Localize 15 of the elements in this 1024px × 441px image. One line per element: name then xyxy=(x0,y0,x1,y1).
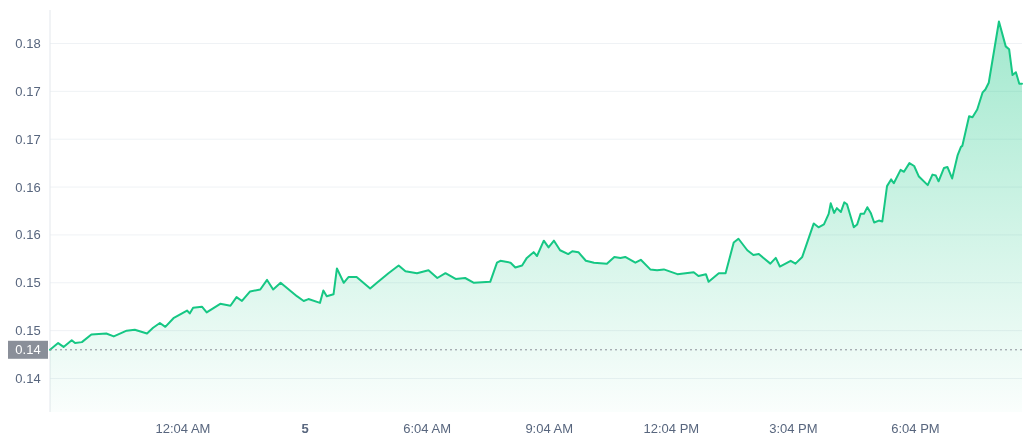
x-tick-label: 9:04 AM xyxy=(525,421,574,436)
y-tick-label: 0.17 xyxy=(15,131,41,147)
y-tick-label: 0.16 xyxy=(15,179,41,195)
x-tick-label: 12:04 AM xyxy=(155,421,211,436)
x-tick-label: 3:04 PM xyxy=(769,421,818,436)
y-tick-label: 0.14 xyxy=(15,371,41,386)
y-tick-label: 0.15 xyxy=(15,275,41,291)
x-tick-label: 5 xyxy=(301,421,309,436)
y-tick-label: 0.17 xyxy=(15,83,41,99)
x-tick-label: 6:04 PM xyxy=(891,421,940,436)
x-tick-label: 12:04 PM xyxy=(643,421,700,436)
y-tick-label: 0.16 xyxy=(15,227,41,243)
y-tick-label: 0.18 xyxy=(15,36,41,51)
x-tick-label: 6:04 AM xyxy=(403,421,451,436)
y-tick-label: 0.15 xyxy=(15,323,41,339)
